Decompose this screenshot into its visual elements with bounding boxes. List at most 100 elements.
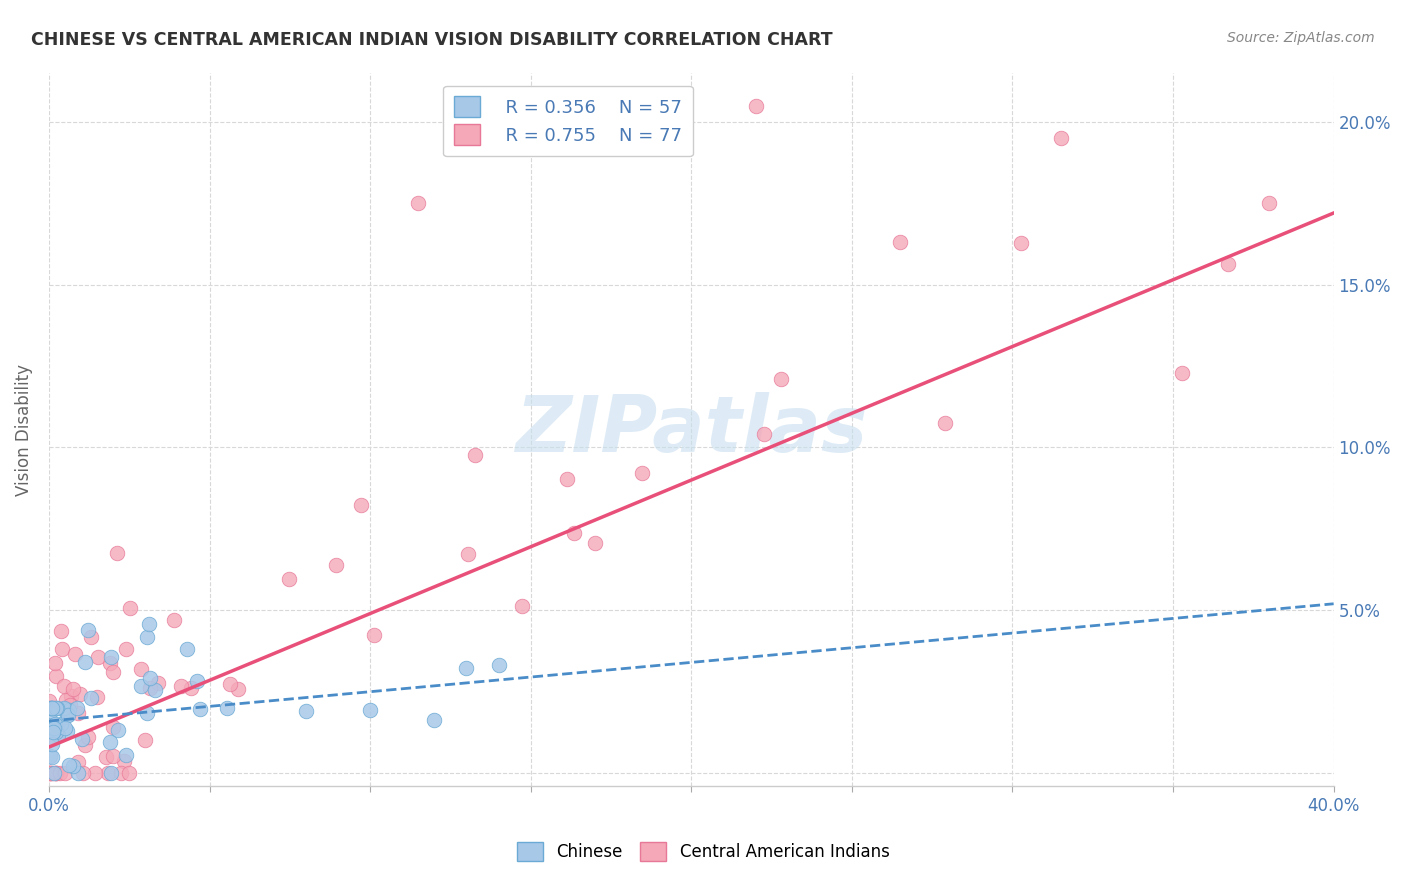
Point [101,665,124,680]
Point [80,630,103,644]
Point [51,642,73,657]
Point [39,766,62,780]
Point [38,766,60,780]
Point [41,721,63,735]
Point [118,601,141,615]
Point [56,708,79,723]
Point [38,694,60,708]
Point [115,747,138,762]
Point [42,766,65,780]
Point [131,662,153,676]
Point [488,658,510,673]
Point [101,720,124,734]
Point [94,750,117,764]
Point [55,693,77,707]
Point [1258,196,1281,211]
Point [136,631,159,645]
Point [1216,257,1239,271]
Point [44,766,66,780]
Point [45,766,67,780]
Point [75,739,97,753]
Point [359,703,381,717]
Point [138,671,160,685]
Text: Source: ZipAtlas.com: Source: ZipAtlas.com [1227,31,1375,45]
Point [42,725,65,739]
Point [60,690,83,704]
Point [115,641,138,656]
Point [58,703,80,717]
Point [889,235,911,250]
Point [73,655,96,669]
Point [67,755,90,769]
Point [562,526,585,541]
Point [934,416,956,430]
Point [45,766,67,780]
Point [53,701,76,715]
Point [41,766,63,780]
Point [72,766,94,780]
Point [86,690,108,705]
Point [41,737,63,751]
Point [107,546,129,560]
Text: CHINESE VS CENTRAL AMERICAN INDIAN VISION DISABILITY CORRELATION CHART: CHINESE VS CENTRAL AMERICAN INDIAN VISIO… [31,31,832,49]
Point [457,547,479,561]
Point [186,674,208,689]
Point [170,679,193,693]
Point [52,702,75,716]
Point [53,721,76,735]
Point [51,716,73,731]
Point [39,732,62,747]
Point [136,706,159,720]
Point [112,754,135,768]
Point [754,426,776,441]
Point [48,766,70,780]
Point [70,731,93,746]
Point [97,766,120,780]
Point [423,713,446,727]
Point [219,677,242,691]
Point [295,704,318,718]
Point [456,660,478,674]
Point [744,98,766,112]
Point [55,724,77,739]
Point [215,700,238,714]
Point [69,687,91,701]
Point [118,766,141,780]
Point [46,718,69,732]
Point [44,656,66,670]
Point [100,656,122,670]
Point [45,701,67,715]
Legend: Chinese, Central American Indians: Chinese, Central American Indians [510,835,896,868]
Point [62,758,84,772]
Point [46,701,69,715]
Point [770,372,793,386]
Point [38,748,60,763]
Point [163,613,186,627]
Point [138,616,160,631]
Point [45,725,67,739]
Point [277,572,299,586]
Point [76,730,98,744]
Point [103,748,125,763]
Point [59,698,82,712]
Point [39,704,62,718]
Point [39,701,62,715]
Point [408,196,430,211]
Point [46,727,69,741]
Point [45,669,67,683]
Point [41,701,63,715]
Point [62,681,84,696]
Text: ZIPatlas: ZIPatlas [515,392,868,467]
Point [350,498,373,512]
Point [100,766,122,780]
Point [138,681,160,696]
Point [1171,366,1194,380]
Point [464,448,486,462]
Point [146,676,169,690]
Point [98,735,121,749]
Point [510,599,533,613]
Point [1049,131,1071,145]
Point [53,766,76,780]
Point [39,701,62,715]
Point [100,649,122,664]
